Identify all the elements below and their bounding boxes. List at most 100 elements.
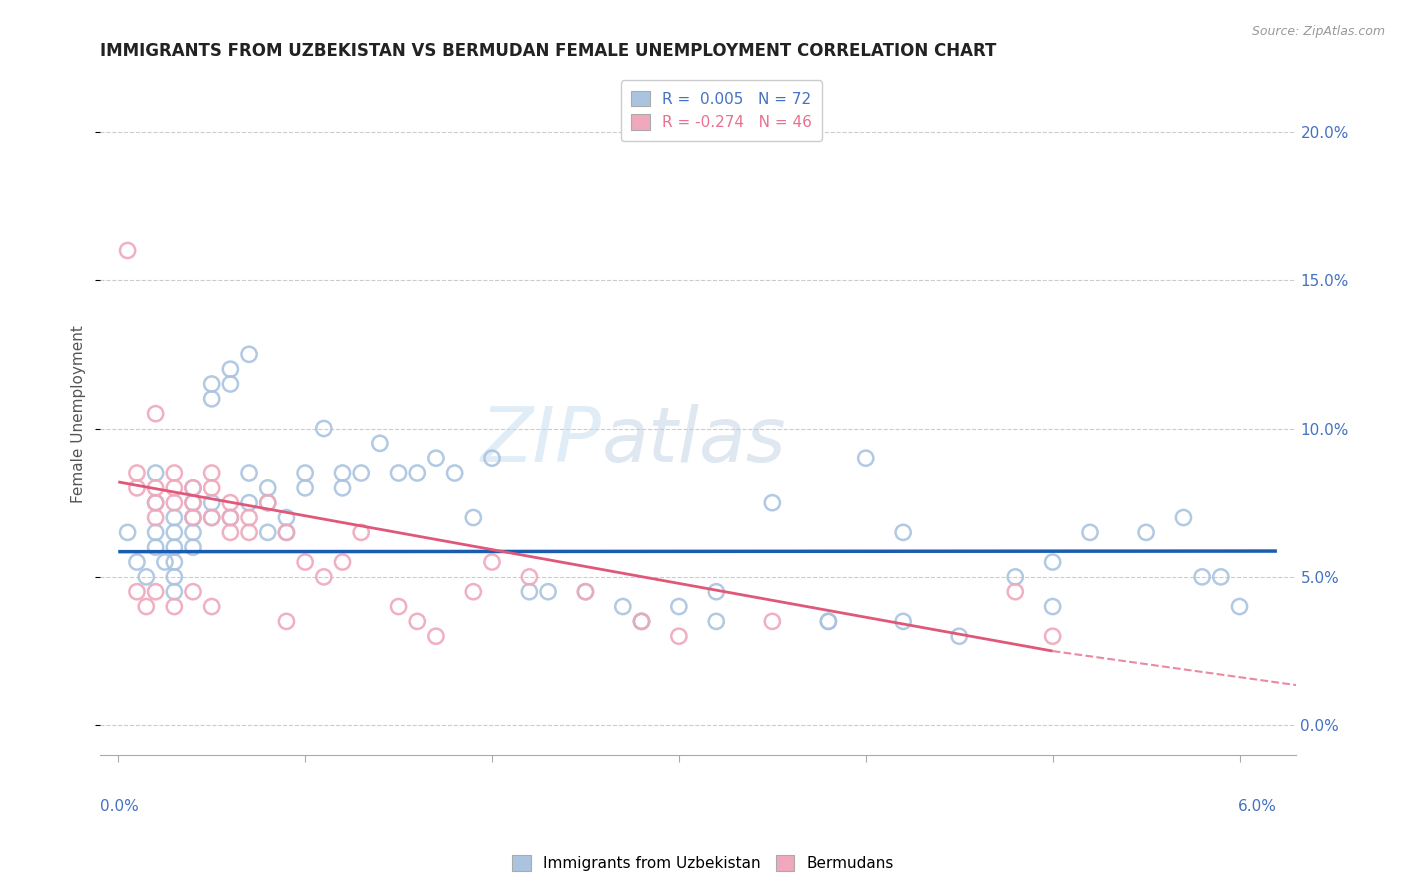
Point (238, 347, 260, 361)
Point (1042, 555, 1064, 569)
Point (219, 510, 242, 524)
Point (668, 599, 690, 614)
Point (181, 481, 204, 495)
Point (181, 525, 204, 540)
Point (276, 525, 298, 540)
Point (387, 466, 409, 480)
Point (201, 496, 224, 510)
Point (276, 615, 298, 629)
Point (201, 376, 224, 391)
Point (612, 599, 634, 614)
Point (891, 525, 914, 540)
Point (219, 376, 242, 391)
Point (332, 555, 354, 569)
Point (135, 599, 157, 614)
Point (181, 496, 204, 510)
Point (1209, 570, 1232, 584)
Point (238, 525, 260, 540)
Point (704, 584, 727, 599)
Point (163, 599, 186, 614)
Point (238, 466, 260, 480)
Point (761, 496, 783, 510)
Point (163, 496, 186, 510)
Point (181, 496, 204, 510)
Point (276, 510, 298, 524)
Point (1078, 525, 1101, 540)
Point (891, 615, 914, 629)
Point (145, 466, 167, 480)
Point (219, 510, 242, 524)
Point (294, 466, 316, 480)
Point (481, 451, 503, 466)
Point (135, 570, 157, 584)
Point (481, 555, 503, 569)
Text: Source: ZipAtlas.com: Source: ZipAtlas.com (1251, 25, 1385, 38)
Point (537, 584, 560, 599)
Point (1229, 599, 1251, 614)
Point (332, 466, 354, 480)
Point (125, 555, 148, 569)
Point (630, 615, 652, 629)
Point (163, 525, 186, 540)
Point (163, 584, 186, 599)
Point (201, 599, 224, 614)
Point (201, 466, 224, 480)
Point (153, 555, 176, 569)
Point (125, 466, 148, 480)
Point (201, 392, 224, 406)
Point (145, 510, 167, 524)
Text: 0.0%: 0.0% (100, 799, 138, 814)
Y-axis label: Female Unemployment: Female Unemployment (72, 325, 86, 502)
Point (312, 570, 335, 584)
Point (238, 496, 260, 510)
Point (1042, 599, 1064, 614)
Text: IMMIGRANTS FROM UZBEKISTAN VS BERMUDAN FEMALE UNEMPLOYMENT CORRELATION CHART: IMMIGRANTS FROM UZBEKISTAN VS BERMUDAN F… (100, 42, 995, 60)
Point (145, 584, 167, 599)
Point (1004, 570, 1026, 584)
Point (125, 481, 148, 495)
Point (145, 496, 167, 510)
Text: atlas: atlas (602, 404, 786, 478)
Point (181, 540, 204, 554)
Point (463, 510, 485, 524)
Point (294, 555, 316, 569)
Point (276, 525, 298, 540)
Point (145, 481, 167, 495)
Point (125, 584, 148, 599)
Point (1135, 525, 1157, 540)
Point (145, 525, 167, 540)
Point (163, 555, 186, 569)
Point (704, 615, 727, 629)
Point (519, 570, 541, 584)
Point (350, 466, 373, 480)
Legend: Immigrants from Uzbekistan, Bermudans: Immigrants from Uzbekistan, Bermudans (506, 849, 900, 877)
Point (1173, 510, 1195, 524)
Point (761, 615, 783, 629)
Point (163, 510, 186, 524)
Point (145, 407, 167, 421)
Text: 6.0%: 6.0% (1239, 799, 1277, 814)
Point (519, 584, 541, 599)
Point (163, 540, 186, 554)
Point (948, 629, 970, 643)
Point (332, 481, 354, 495)
Point (163, 481, 186, 495)
Point (425, 451, 447, 466)
Point (1042, 629, 1064, 643)
Point (145, 496, 167, 510)
Point (256, 496, 278, 510)
Point (1191, 570, 1213, 584)
Point (406, 615, 429, 629)
Point (1004, 584, 1026, 599)
Point (256, 525, 278, 540)
Point (668, 629, 690, 643)
Point (201, 510, 224, 524)
Point (350, 525, 373, 540)
Point (463, 584, 485, 599)
Point (294, 481, 316, 495)
Point (387, 599, 409, 614)
Point (201, 481, 224, 495)
Point (163, 466, 186, 480)
Point (163, 570, 186, 584)
Point (630, 615, 652, 629)
